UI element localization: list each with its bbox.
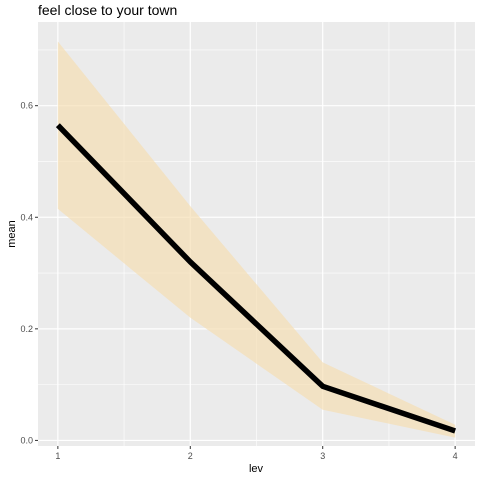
tick-labels: 1 2 3 4 0.0 0.2 0.4 0.6 <box>20 101 457 461</box>
x-tick-label: 2 <box>188 451 193 461</box>
chart-title: feel close to your town <box>38 2 177 18</box>
x-axis-title: lev <box>249 463 264 475</box>
confidence-ribbon <box>57 41 456 438</box>
y-tick-label: 0.0 <box>20 435 33 445</box>
x-tick-label: 3 <box>320 451 325 461</box>
confidence-ribbons <box>57 41 456 438</box>
y-tick-label: 0.2 <box>20 324 33 334</box>
minor-gridlines <box>38 22 475 446</box>
series-lines <box>55 123 457 434</box>
y-tick-label: 0.4 <box>20 212 33 222</box>
y-tick-label: 0.6 <box>20 101 33 111</box>
axis-ticks <box>35 105 456 449</box>
x-tick-label: 1 <box>55 451 60 461</box>
y-axis-title: mean <box>6 220 18 248</box>
x-tick-label: 4 <box>453 451 458 461</box>
mean-line <box>55 123 457 434</box>
